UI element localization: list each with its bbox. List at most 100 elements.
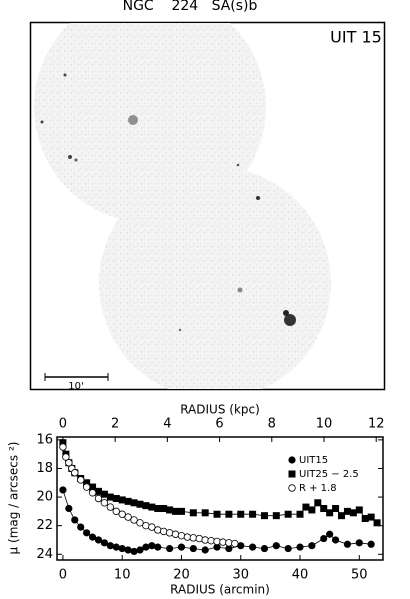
x-tick-label: 40 <box>292 568 309 583</box>
data-point <box>59 443 67 451</box>
data-point <box>154 505 162 513</box>
data-point <box>326 509 334 517</box>
data-point <box>159 527 168 536</box>
data-point <box>148 523 156 531</box>
data-point <box>355 539 363 547</box>
y-tick-label: 16 <box>36 432 53 447</box>
x2-axis-label: RADIUS (kpc) <box>180 403 260 417</box>
data-point <box>83 479 91 487</box>
data-point <box>106 542 114 550</box>
data-point <box>136 546 144 554</box>
data-point <box>124 497 132 505</box>
scale-label: 10' <box>68 381 83 392</box>
data-point <box>166 544 174 553</box>
x-tick-label: 20 <box>173 568 190 583</box>
data-point <box>94 536 103 544</box>
x2-tick-label: 0 <box>59 417 67 432</box>
data-point <box>59 439 67 447</box>
image-label: UIT 15 <box>330 28 382 47</box>
data-point <box>260 512 268 520</box>
data-point <box>62 453 70 461</box>
figure-title: NGC 224 SA(s)b <box>123 0 258 14</box>
data-point <box>148 503 156 511</box>
data-point <box>284 544 292 553</box>
data-point <box>361 515 369 523</box>
data-point <box>88 489 97 497</box>
data-point <box>65 504 73 513</box>
data-point <box>171 530 180 538</box>
data-point <box>124 513 132 521</box>
data-point <box>89 483 97 491</box>
data-point <box>59 486 67 494</box>
y-tick-label: 22 <box>36 518 53 533</box>
data-point <box>77 523 85 531</box>
y-tick-label: 24 <box>36 547 53 562</box>
data-point <box>225 510 233 518</box>
data-point <box>94 494 103 503</box>
x2-tick-label: 8 <box>268 417 276 432</box>
data-point <box>302 503 310 511</box>
data-point <box>249 543 257 551</box>
legend-label: R + 1.8 <box>299 483 337 494</box>
data-point <box>201 546 209 554</box>
data-point <box>189 509 197 517</box>
data-point <box>373 519 381 527</box>
data-point <box>225 544 233 553</box>
data-point <box>296 510 304 518</box>
data-point <box>343 507 351 515</box>
data-point <box>272 512 280 520</box>
legend-marker <box>288 484 296 492</box>
data-point <box>177 543 186 551</box>
legend-marker <box>288 456 296 464</box>
y-tick-label: 18 <box>36 461 53 476</box>
data-point <box>296 543 304 551</box>
data-point <box>118 496 126 504</box>
data-point <box>88 533 97 541</box>
data-point <box>343 540 352 548</box>
legend-label: UIT25 − 2.5 <box>299 469 359 480</box>
data-point <box>94 487 102 495</box>
data-point <box>320 505 328 513</box>
data-point <box>249 510 257 518</box>
data-point <box>118 510 126 518</box>
data-point <box>77 476 85 484</box>
data-point <box>112 543 120 551</box>
data-point <box>71 469 79 477</box>
data-point <box>166 506 174 514</box>
data-point <box>195 534 203 543</box>
data-point <box>308 542 316 550</box>
data-point <box>154 526 162 534</box>
data-point <box>100 490 108 498</box>
data-point <box>106 493 114 501</box>
data-point <box>237 542 245 550</box>
data-point <box>177 507 185 515</box>
x-tick-label: 10 <box>114 568 131 583</box>
x-axis-label: RADIUS (arcmin) <box>170 583 270 597</box>
data-point <box>106 503 115 511</box>
data-point <box>338 512 346 520</box>
data-point <box>165 529 174 537</box>
data-point <box>260 544 269 553</box>
data-point <box>272 542 280 550</box>
data-point <box>326 530 334 538</box>
y-axis-label: μ (mag / arcsecs ²) <box>7 442 21 555</box>
galaxy-image <box>34 23 331 389</box>
data-point <box>177 531 186 540</box>
data-point <box>136 519 144 527</box>
data-point <box>118 544 126 553</box>
data-point <box>308 506 316 514</box>
data-point <box>284 510 292 518</box>
x-tick-label: 50 <box>351 568 368 583</box>
x2-tick-label: 4 <box>163 417 171 432</box>
data-point <box>100 539 109 547</box>
data-point <box>130 499 138 507</box>
y-tick-label: 20 <box>36 490 53 505</box>
data-point <box>367 513 375 521</box>
x2-tick-label: 2 <box>111 417 119 432</box>
legend-label: UIT15 <box>299 455 328 466</box>
data-point <box>130 516 138 524</box>
data-point <box>355 506 363 514</box>
data-point <box>331 536 340 544</box>
x2-tick-label: 10 <box>316 417 333 432</box>
